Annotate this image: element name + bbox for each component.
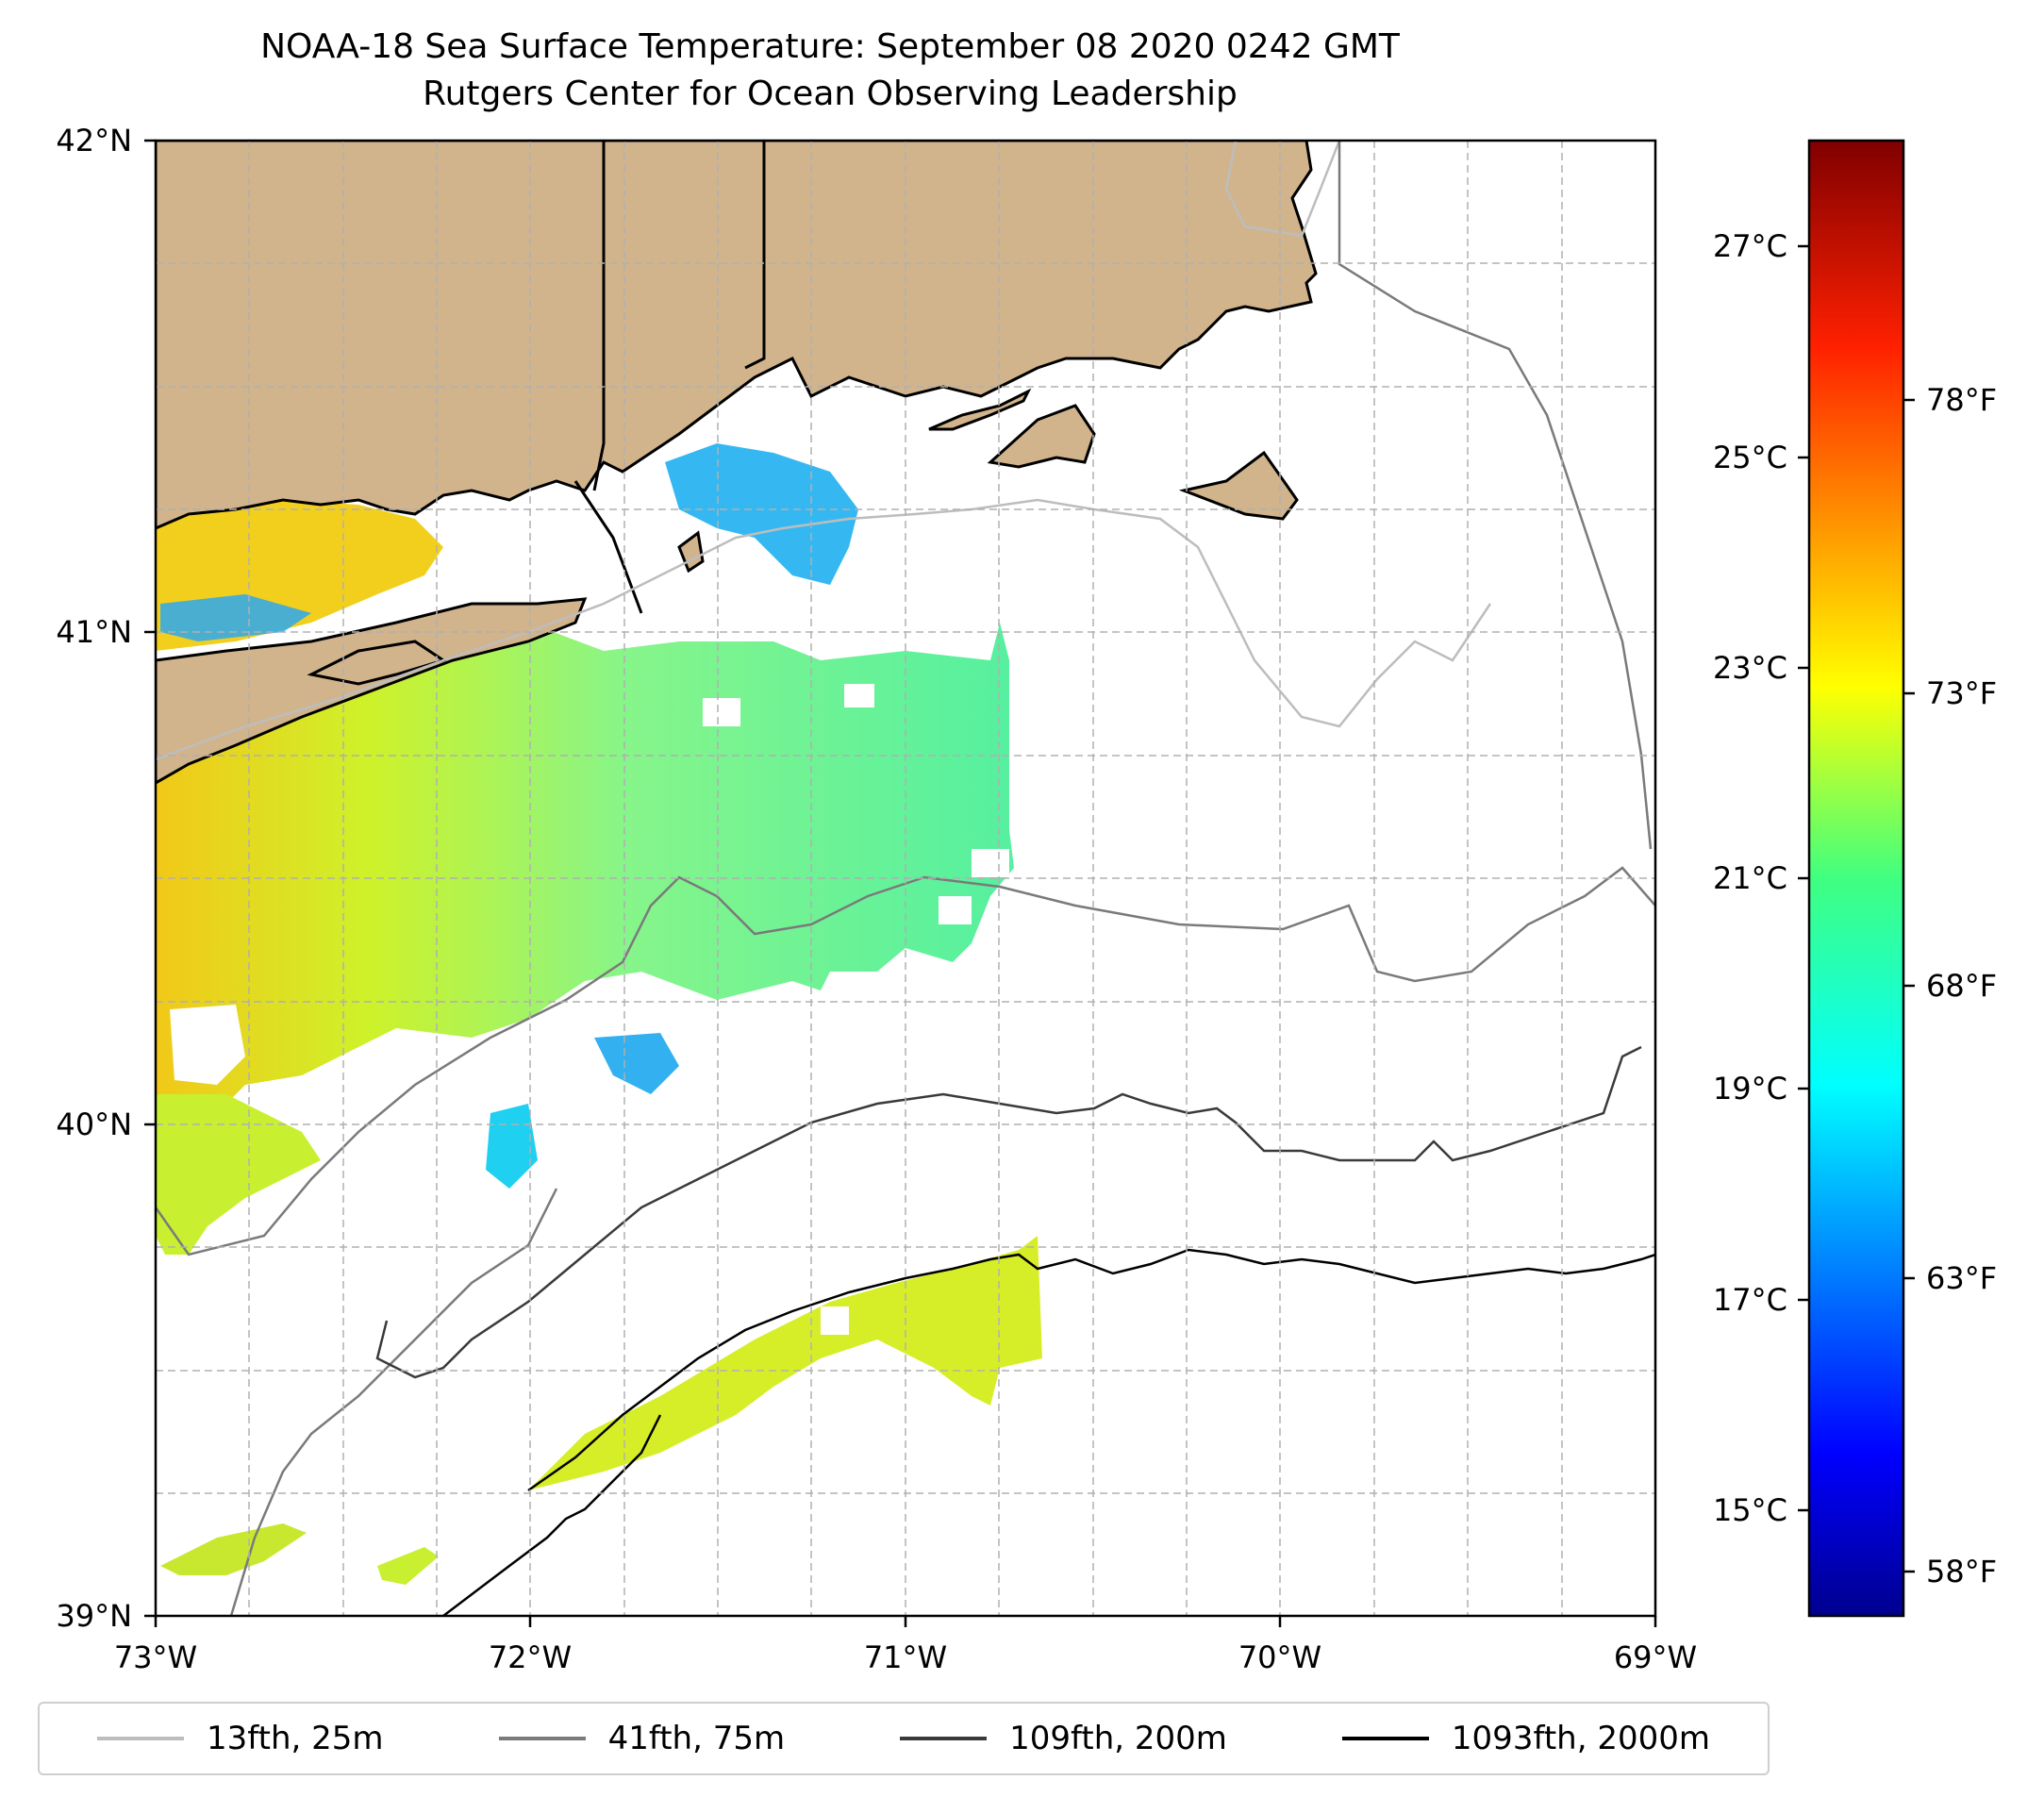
lon-label-71w: 71°W xyxy=(864,1639,947,1675)
legend-item-25m: 13fth, 25m xyxy=(97,1720,384,1757)
colorbar-f-label-78: 78°F xyxy=(1926,382,1997,418)
state-borders xyxy=(573,141,766,614)
legend-swatch-200m xyxy=(900,1737,988,1740)
colorbar-f-label-68: 68°F xyxy=(1926,968,1997,1004)
colorbar-c-label-15: 15°C xyxy=(1713,1492,1787,1528)
lat-label-39n: 39°N xyxy=(56,1598,132,1634)
legend-item-200m: 109fth, 200m xyxy=(900,1720,1227,1757)
sst-patch-small-1 xyxy=(594,1033,679,1094)
colorbar-gradient xyxy=(1807,139,1905,1618)
cloud-gap-6 xyxy=(170,1005,245,1085)
contour-25m xyxy=(156,498,1492,761)
colorbar-c-label-25: 25°C xyxy=(1713,440,1787,475)
border-ny-ct xyxy=(592,141,606,491)
lon-label-72w: 72°W xyxy=(489,1639,572,1675)
sst-patch-far-sw-2 xyxy=(377,1547,439,1585)
land-new-england xyxy=(156,141,1318,530)
colorbar-c-label-23: 23°C xyxy=(1713,650,1787,686)
legend-item-2000m: 1093fth, 2000m xyxy=(1341,1720,1710,1757)
lat-label-42n: 42°N xyxy=(56,123,132,158)
contour-25m-b xyxy=(1224,141,1341,238)
contour-2000m-b xyxy=(442,1414,662,1616)
sst-patch-cold-band xyxy=(160,594,311,641)
land-layer xyxy=(156,141,1318,785)
cloud-gap-1 xyxy=(703,698,740,726)
cloud-gap-3 xyxy=(972,849,1009,877)
land-elizabeth-islands xyxy=(928,388,1032,431)
contour-200m xyxy=(375,1045,1642,1379)
sst-patch-buzzards xyxy=(665,443,858,585)
lat-label-41n: 41°N xyxy=(56,614,132,650)
legend-label-75m: 41fth, 75m xyxy=(607,1720,786,1757)
colorbar-c-label-17: 17°C xyxy=(1713,1282,1787,1318)
map-area xyxy=(156,141,1655,1616)
land-marthas-vineyard xyxy=(987,404,1096,469)
sst-patch-far-sw xyxy=(160,1523,307,1575)
legend-label-25m: 13fth, 25m xyxy=(207,1720,384,1757)
colorbar-f-label-58: 58°F xyxy=(1926,1554,1997,1589)
contour-75m-c xyxy=(229,1188,558,1616)
sst-patch-shelf-edge xyxy=(528,1236,1042,1490)
land-nantucket xyxy=(1178,450,1299,521)
legend-swatch-2000m xyxy=(1341,1737,1429,1740)
sst-data-layer xyxy=(156,443,1042,1585)
contour-75m-b xyxy=(1338,141,1653,850)
cloud-gap-2 xyxy=(844,684,874,707)
colorbar-f-label-73: 73°F xyxy=(1926,675,1997,711)
colorbar: 27°C 25°C 23°C 21°C 19°C 17°C 15°C 78°F … xyxy=(1713,139,1997,1618)
border-li-channel xyxy=(573,480,643,614)
lon-label-69w: 69°W xyxy=(1614,1639,1697,1675)
legend-swatch-25m xyxy=(97,1737,185,1740)
cloud-gap-5 xyxy=(821,1306,849,1335)
contour-2000m xyxy=(527,1248,1655,1492)
bathymetry-legend: 13fth, 25m 41fth, 75m 109fth, 200m 1093f… xyxy=(38,1702,1770,1775)
sst-patch-west-shelf xyxy=(156,1094,321,1255)
legend-swatch-75m xyxy=(498,1737,586,1740)
border-ct-ri xyxy=(744,141,766,370)
axis-ticks xyxy=(144,139,1657,1627)
legend-label-2000m: 1093fth, 2000m xyxy=(1451,1720,1710,1757)
bathymetry-contours xyxy=(156,141,1655,1616)
lon-label-70w: 70°W xyxy=(1238,1639,1321,1675)
colorbar-c-label-27: 27°C xyxy=(1713,228,1787,264)
gridlines xyxy=(156,141,1655,1616)
map-subtitle: Rutgers Center for Ocean Observing Leade… xyxy=(423,75,1238,113)
cloud-gap-4 xyxy=(939,896,972,924)
map-title: NOAA-18 Sea Surface Temperature: Septemb… xyxy=(260,27,1400,66)
legend-label-200m: 109fth, 200m xyxy=(1009,1720,1227,1757)
legend-item-75m: 41fth, 75m xyxy=(498,1720,786,1757)
colorbar-c-label-21: 21°C xyxy=(1713,860,1787,896)
colorbar-f-label-63: 63°F xyxy=(1926,1260,1997,1296)
contour-75m xyxy=(156,866,1655,1256)
sst-patch-main xyxy=(156,623,1014,1104)
colorbar-c-label-19: 19°C xyxy=(1713,1071,1787,1106)
lon-label-73w: 73°W xyxy=(114,1639,197,1675)
lat-label-40n: 40°N xyxy=(56,1106,132,1142)
